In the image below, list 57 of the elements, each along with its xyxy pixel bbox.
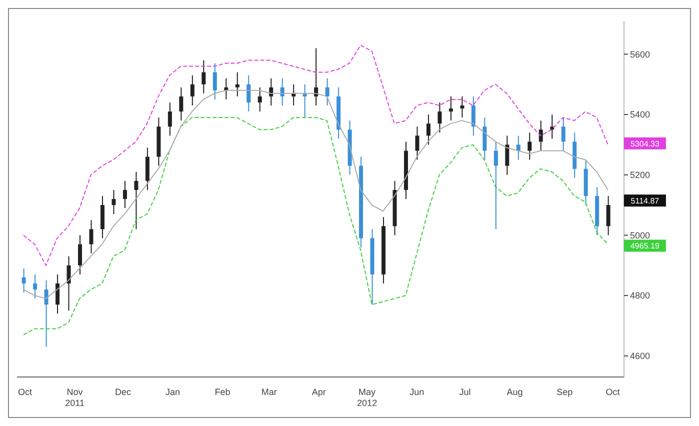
x-tick-label: Mar [261, 387, 277, 397]
x-tick-label: May 2012 [357, 387, 378, 408]
x-tick-label: Sep [556, 387, 573, 397]
x-tick-label: Feb [214, 387, 230, 397]
x-tick-label: Apr [312, 387, 326, 397]
candlestick [134, 171, 138, 230]
candlestick [112, 189, 116, 215]
annotation: 5304.33 [630, 139, 660, 148]
candlestick [325, 78, 330, 106]
candlestick [89, 220, 94, 254]
candlestick [33, 274, 38, 300]
annotation: 5114.87 [630, 196, 660, 206]
candlestick [606, 195, 610, 236]
x-tick-label: Aug [506, 387, 523, 397]
y-tick-label: 5000 [630, 230, 650, 240]
candlestick [426, 114, 430, 146]
y-tick-label: 4600 [630, 351, 650, 362]
annotation: 4965.19 [630, 242, 660, 251]
candlestick [66, 256, 71, 312]
candlestick [168, 102, 172, 136]
candlestick [258, 86, 262, 112]
candlestick [246, 74, 251, 112]
candlestick [460, 96, 464, 118]
candlestick [528, 132, 532, 160]
y-tick-label: 4800 [630, 290, 650, 301]
candlestick [212, 62, 217, 100]
y-tick-label: 5400 [630, 110, 650, 120]
candlestick [438, 102, 442, 134]
x-tick-label: Oct [18, 387, 33, 397]
candlestick [415, 126, 420, 160]
x-tick-label: Jun [410, 387, 424, 397]
candlestick [190, 74, 194, 106]
candlestick [494, 141, 498, 230]
candlestick [550, 114, 554, 140]
candlestick [56, 274, 60, 314]
line-series [22, 44, 608, 266]
candlestick [505, 135, 510, 176]
candlestick [44, 280, 48, 348]
candlestick [22, 268, 26, 294]
candlestick [122, 180, 127, 209]
candlestick [516, 135, 520, 160]
x-tick-label: Dec [114, 387, 132, 397]
x-tick-label: Nov 2011 [65, 387, 84, 408]
x-tick-label: Oct [606, 387, 620, 397]
candlestick [202, 60, 206, 94]
candlestick [179, 86, 184, 122]
y-tick-label: 5600 [630, 49, 650, 60]
x-tick-label: Jan [166, 387, 180, 397]
candlestick [78, 234, 82, 275]
candlestick [448, 96, 453, 122]
y-tick-label: 5200 [630, 170, 650, 180]
candlestick [538, 120, 543, 152]
candlestick [235, 72, 240, 97]
candlestick [561, 117, 566, 152]
candlestick [471, 96, 476, 136]
line-series [22, 117, 608, 336]
x-tick-label: Jul [459, 387, 471, 397]
